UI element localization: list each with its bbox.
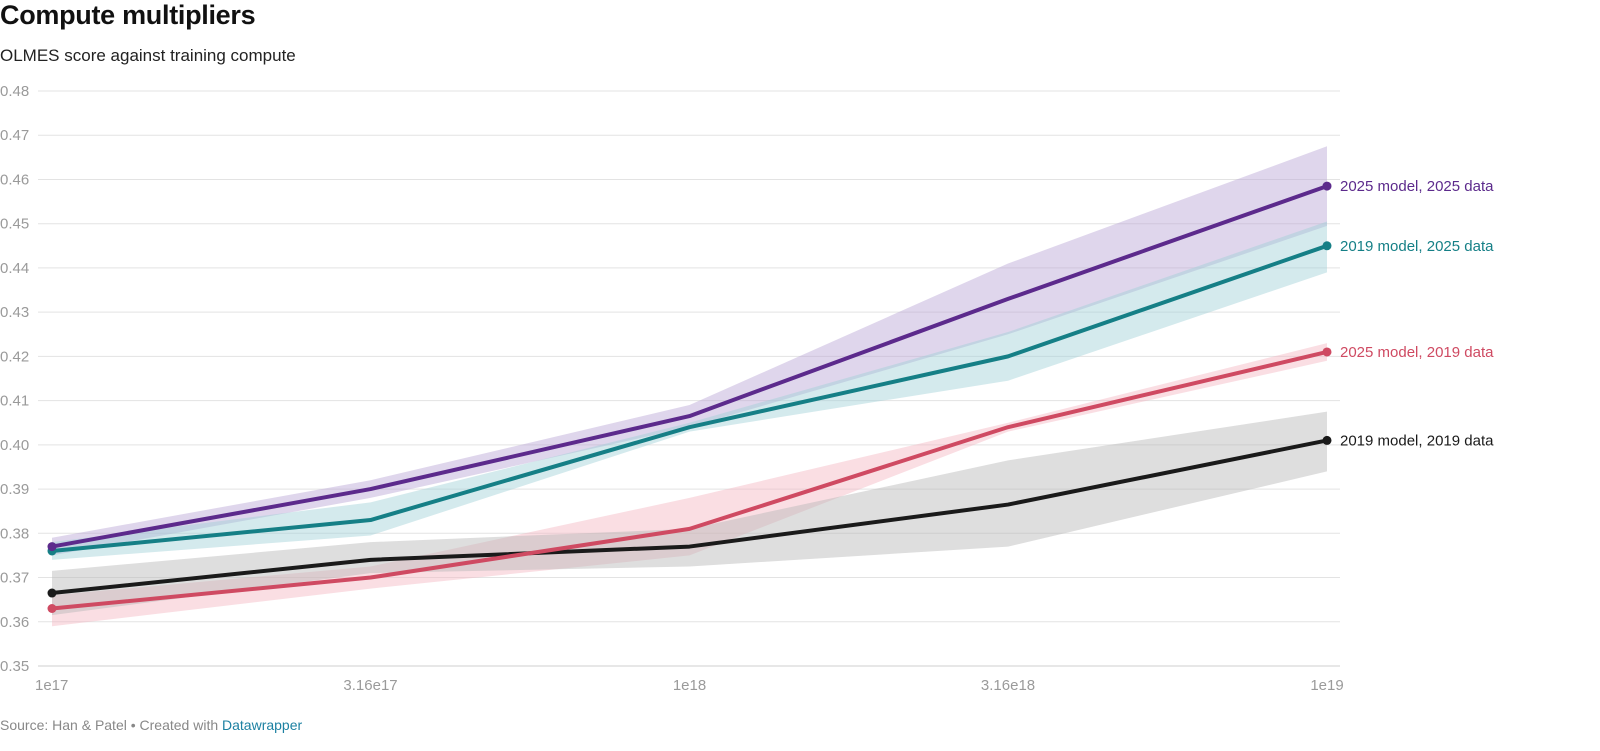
chart-subtitle: OLMES score against training compute [0,46,296,65]
series-label-2025-model-2019-data: 2025 model, 2019 data [1340,344,1494,361]
series-labels: 2019 model, 2019 data 2025 model, 2019 da… [1340,178,1494,449]
y-tick-label: 0.37 [0,570,29,587]
series-label-2019-model-2019-data: 2019 model, 2019 data [1340,432,1494,449]
x-tick-label: 3.16e18 [981,677,1035,694]
y-tick-label: 0.44 [0,260,29,277]
point-start-2025-model-2025-data [47,542,57,552]
y-tick-label: 0.40 [0,437,29,454]
series-label-2025-model-2025-data: 2025 model, 2025 data [1340,178,1494,195]
chart-title: Compute multipliers [0,0,256,30]
y-tick-label: 0.47 [0,127,29,144]
chart-footer: Source: Han & Patel • Created with Dataw… [0,717,302,733]
point-end-2019-model-2025-data [1322,241,1332,251]
series-end-points [47,181,1332,613]
source-note: Source: Han & Patel • Created with [0,717,223,733]
line-2025-model-2019-data [50,349,1329,611]
point-end-2025-model-2019-data [1322,347,1332,357]
x-tick-label: 3.16e17 [343,677,397,694]
y-tick-label: 0.42 [0,348,29,365]
point-end-2025-model-2025-data [1322,181,1332,191]
point-start-2025-model-2019-data [47,604,57,613]
band-2019-model-2019-data [52,411,1327,616]
series-lines [50,184,1329,611]
y-tick-label: 0.48 [0,83,29,100]
y-tick-label: 0.45 [0,216,29,233]
x-tick-label: 1e17 [35,677,68,694]
y-tick-label: 0.36 [0,614,29,631]
line-2019-model-2025-data [50,243,1329,553]
point-start-2019-model-2019-data [47,588,57,598]
x-tick-label: 1e19 [1310,677,1343,694]
x-tick-label: 1e18 [673,677,706,694]
y-tick-label: 0.35 [0,658,29,675]
y-axis-ticks: 0.48 0.47 0.46 0.45 0.44 0.43 0.42 0.41 0.40 0.39… [0,83,29,675]
point-end-2019-model-2019-data [1322,435,1332,445]
series-label-2019-model-2025-data: 2019 model, 2025 data [1340,238,1494,255]
line-2019-model-2019-data [50,438,1329,596]
y-tick-label: 0.46 [0,171,29,188]
confidence-bands [52,146,1327,627]
x-axis-ticks: 1e17 3.16e17 1e18 3.16e18 1e19 [35,677,1344,694]
y-tick-label: 0.38 [0,525,29,542]
line-2025-model-2025-data [50,184,1329,549]
y-tick-label: 0.41 [0,393,29,410]
y-tick-label: 0.39 [0,481,29,498]
datawrapper-link[interactable]: Datawrapper [222,717,303,733]
y-tick-label: 0.43 [0,304,29,321]
